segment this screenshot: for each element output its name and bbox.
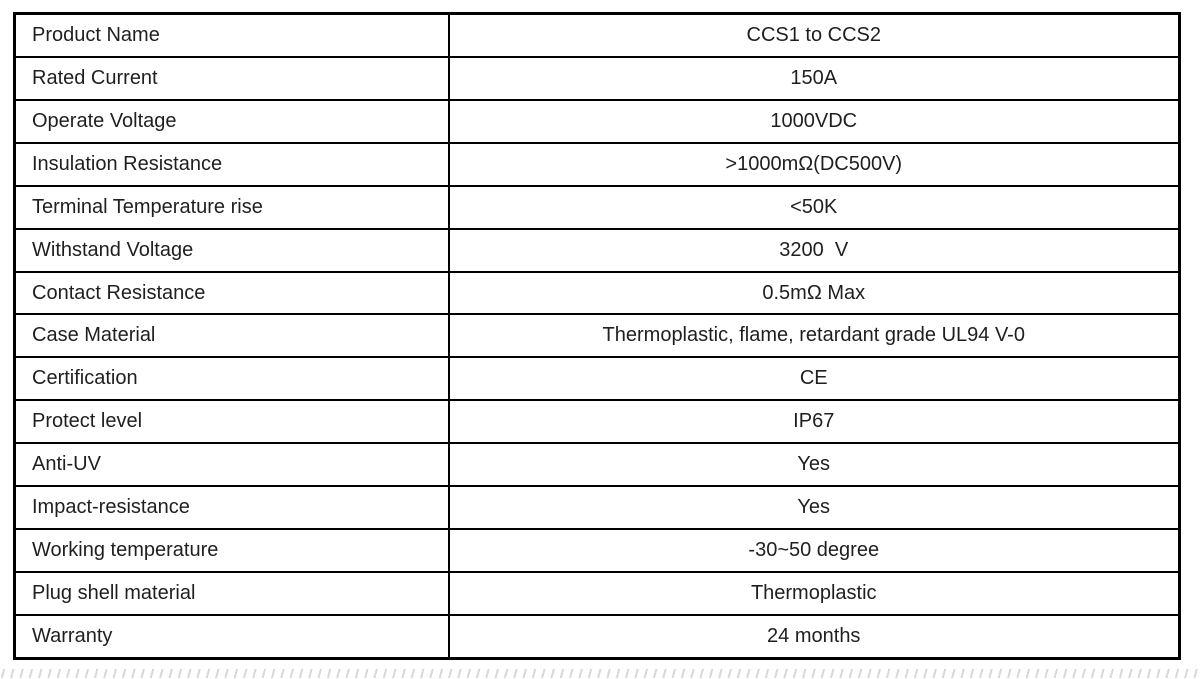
table-row: Case Material Thermoplastic, flame, reta… [13,313,1181,359]
spec-label: Warranty [13,613,450,660]
spec-value: <50K [447,184,1181,230]
spec-label: Terminal Temperature rise [13,184,450,230]
spec-label: Protect level [13,399,450,445]
spec-value: 1000VDC [447,99,1181,144]
spec-value: Yes [447,442,1181,488]
table-row: Warranty 24 months [13,613,1181,660]
spec-value: 0.5mΩ Max [447,270,1181,316]
spec-value: Yes [447,485,1181,530]
table-row: Certification CE [13,356,1181,402]
table-row: Rated Current 150A [13,56,1181,102]
spec-value: -30~50 degree [447,527,1181,573]
spec-label: Anti-UV [13,442,450,488]
spec-label: Contact Resistance [13,270,450,316]
table-row: Plug shell material Thermoplastic [13,570,1181,616]
spec-label: Certification [13,356,450,402]
spec-value: CE [447,356,1181,402]
table-row: Withstand Voltage 3200 V [13,227,1181,273]
cropped-text-artifact [0,669,1200,678]
spec-value: IP67 [447,399,1181,445]
spec-value: CCS1 to CCS2 [447,12,1181,59]
spec-label: Working temperature [13,527,450,573]
spec-value: Thermoplastic [447,570,1181,616]
table-row: Impact-resistance Yes [13,485,1181,530]
table-row: Product Name CCS1 to CCS2 [13,12,1181,59]
spec-value: 150A [447,56,1181,102]
product-spec-table: Product Name CCS1 to CCS2 Rated Current … [13,12,1181,660]
table-row: Anti-UV Yes [13,442,1181,488]
spec-value: 3200 V [447,227,1181,273]
spec-label: Case Material [13,313,450,359]
spec-label: Product Name [13,12,450,59]
spec-value: Thermoplastic, flame, retardant grade UL… [447,313,1181,359]
table-row: Contact Resistance 0.5mΩ Max [13,270,1181,316]
table-row: Operate Voltage 1000VDC [13,99,1181,144]
spec-value: 24 months [447,613,1181,660]
table-row: Working temperature -30~50 degree [13,527,1181,573]
spec-label: Rated Current [13,56,450,102]
table-row: Insulation Resistance >1000mΩ(DC500V) [13,141,1181,187]
spec-label: Insulation Resistance [13,141,450,187]
spec-label: Withstand Voltage [13,227,450,273]
spec-label: Operate Voltage [13,99,450,144]
spec-table-body: Product Name CCS1 to CCS2 Rated Current … [13,12,1181,660]
spec-label: Impact-resistance [13,485,450,530]
spec-value: >1000mΩ(DC500V) [447,141,1181,187]
table-row: Protect level IP67 [13,399,1181,445]
spec-label: Plug shell material [13,570,450,616]
table-row: Terminal Temperature rise <50K [13,184,1181,230]
